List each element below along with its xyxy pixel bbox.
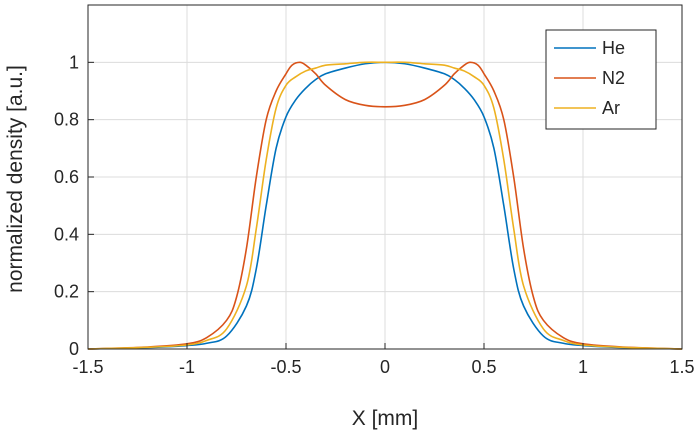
y-axis-label: normalized density [a.u.] (4, 65, 27, 293)
x-tick-label-4: 0.5 (471, 357, 496, 377)
ticks (87, 61, 683, 350)
y-tick-label-1: 0.2 (54, 282, 79, 302)
x-tick-label-2: -0.5 (270, 357, 301, 377)
y-tick-label-2: 0.4 (54, 224, 79, 244)
legend-label-n2: N2 (602, 68, 625, 88)
x-tick-label-6: 1.5 (669, 357, 694, 377)
legend-box (545, 29, 657, 130)
x-tick-label-3: 0 (380, 357, 390, 377)
x-axis-label: X [mm] (352, 407, 419, 430)
y-tick-label-5: 1 (69, 52, 79, 72)
y-tick-label-3: 0.6 (54, 167, 79, 187)
series-line-n2 (87, 61, 683, 350)
y-tick-label-4: 0.8 (54, 110, 79, 130)
x-tick-label-5: 1 (578, 357, 588, 377)
x-tick-label-1: -1 (179, 357, 195, 377)
legend: He N2 Ar (545, 29, 657, 130)
y-tick-label-0: 0 (69, 339, 79, 359)
x-tick-label-0: -1.5 (72, 357, 103, 377)
series-line-ar (87, 61, 683, 350)
legend-label-ar: Ar (602, 98, 620, 118)
tick-labels: -1.5 -1 -0.5 0 0.5 1 1.5 0 0.2 0.4 0.6 0.8 1 (54, 52, 695, 377)
legend-label-he: He (602, 38, 625, 58)
series-group (87, 61, 683, 350)
